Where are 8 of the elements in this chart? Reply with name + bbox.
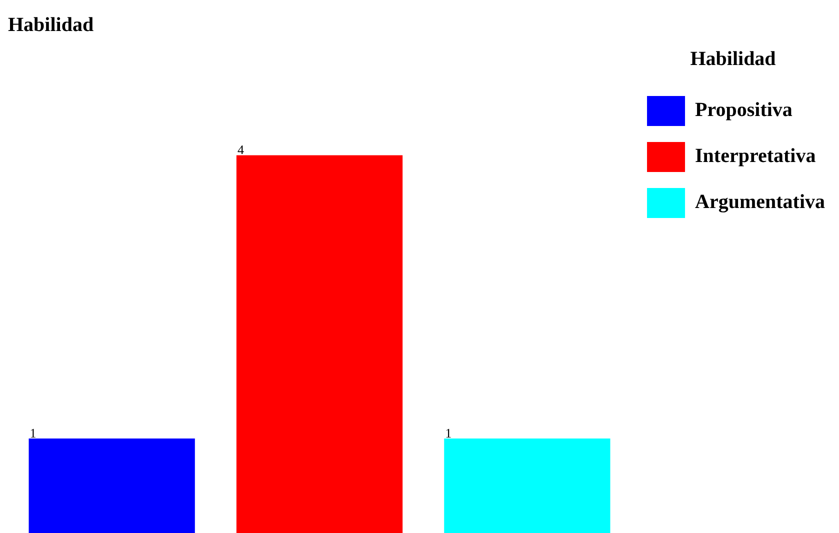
legend-label: Argumentativa [695,191,826,214]
data-label: 4 [237,142,244,158]
data-label: 1 [30,425,36,440]
legend-label: Propositiva [695,99,792,122]
legend-label: Interpretativa [695,145,816,168]
chart-title: Habilidad [8,14,94,36]
data-label: 1 [445,425,452,440]
legend-title: Habilidad [690,48,776,70]
